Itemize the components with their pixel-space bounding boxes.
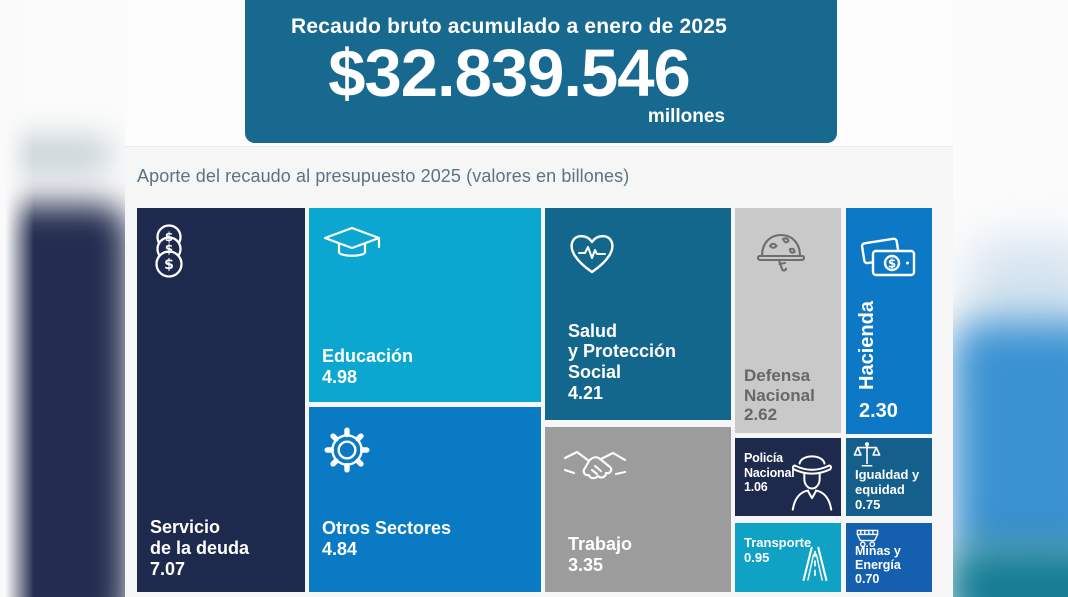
tile-otros-sectores: Otros Sectores 4.84 <box>309 407 541 592</box>
svg-text:$: $ <box>165 230 173 244</box>
tile-value: 4.84 <box>322 539 358 560</box>
banner-unit: millones <box>647 106 725 128</box>
tile-defensa-nacional: Defensa Nacional 2.62 <box>735 208 841 433</box>
graduation-cap-icon <box>322 224 382 275</box>
tile-hacienda: $ Hacienda 2.30 <box>846 208 932 434</box>
heart-pulse-icon <box>566 230 618 281</box>
tile-igualdad-y-equidad: Igualdad y equidad 0.75 <box>846 438 932 516</box>
banner-amount: $32.839.546 <box>328 36 691 111</box>
chart-subtitle: Aporte del recaudo al presupuesto 2025 (… <box>137 166 630 186</box>
road-icon <box>797 542 833 587</box>
tile-label: Igualdad y equidad 0.75 <box>855 467 920 512</box>
mine-cart-icon <box>854 525 881 553</box>
tile-value: 0.75 <box>855 496 881 512</box>
gear-icon <box>322 425 372 480</box>
tile-value: 7.07 <box>150 559 186 580</box>
tile-value: 4.21 <box>568 383 604 404</box>
handshake-icon <box>562 446 628 493</box>
tile-value: 3.35 <box>568 555 604 576</box>
tile-label: Defensa Nacional 2.62 <box>744 365 815 425</box>
tile-transporte: Transporte 0.95 <box>735 523 841 592</box>
tile-label: Otros Sectores 4.84 <box>322 518 452 560</box>
svg-text:$: $ <box>888 257 896 271</box>
banner-title: Recaudo bruto acumulado a enero de 2025 <box>290 15 728 38</box>
tile-minas-y-energia: Minas y Energía 0.70 <box>846 523 932 592</box>
tile-label: Minas y Energía 0.70 <box>855 544 901 586</box>
tile-policia-nacional: Policía Nacional 1.06 <box>735 438 841 516</box>
tile-value: 2.62 <box>744 405 778 425</box>
tile-value: 1.06 <box>744 480 768 494</box>
tile-value: 2.30 <box>859 400 898 422</box>
tile-educacion: Educación 4.98 <box>309 208 541 402</box>
tile-value: 4.98 <box>322 367 358 388</box>
coins-icon: $ $ $ <box>150 224 188 285</box>
tile-label: Policía Nacional 1.06 <box>744 451 795 494</box>
svg-text:$: $ <box>165 242 173 256</box>
military-helmet-icon <box>755 228 807 281</box>
tile-label: Trabajo 3.35 <box>568 534 633 576</box>
tile-label: Transporte 0.95 <box>744 535 812 566</box>
tile-value: 0.95 <box>744 550 770 566</box>
police-officer-icon <box>788 442 836 516</box>
content-panel: Recaudo bruto acumulado a enero de 2025 … <box>125 0 953 597</box>
tile-label: Servicio de la deuda 7.07 <box>150 517 250 580</box>
scales-icon <box>853 441 881 474</box>
backdrop-blob <box>952 322 1068 557</box>
tile-label: Educación 4.98 <box>322 346 414 388</box>
treemap: $ $ $ Servicio de la deuda 7.07 <box>137 208 932 592</box>
tile-label: Hacienda <box>856 301 878 390</box>
svg-text:$: $ <box>164 257 174 273</box>
tile-trabajo: Trabajo 3.35 <box>545 427 731 592</box>
summary-banner: Recaudo bruto acumulado a enero de 2025 … <box>245 0 837 143</box>
backdrop-blob <box>946 542 1068 597</box>
backdrop-fade <box>0 0 34 597</box>
tile-value: 0.70 <box>855 572 880 586</box>
banknotes-icon: $ <box>855 234 921 285</box>
tile-label: Salud y Protección Social 4.21 <box>568 320 677 404</box>
tile-salud-y-proteccion-social: Salud y Protección Social 4.21 <box>545 208 731 420</box>
tile-servicio-de-la-deuda: $ $ $ Servicio de la deuda 7.07 <box>137 208 305 592</box>
